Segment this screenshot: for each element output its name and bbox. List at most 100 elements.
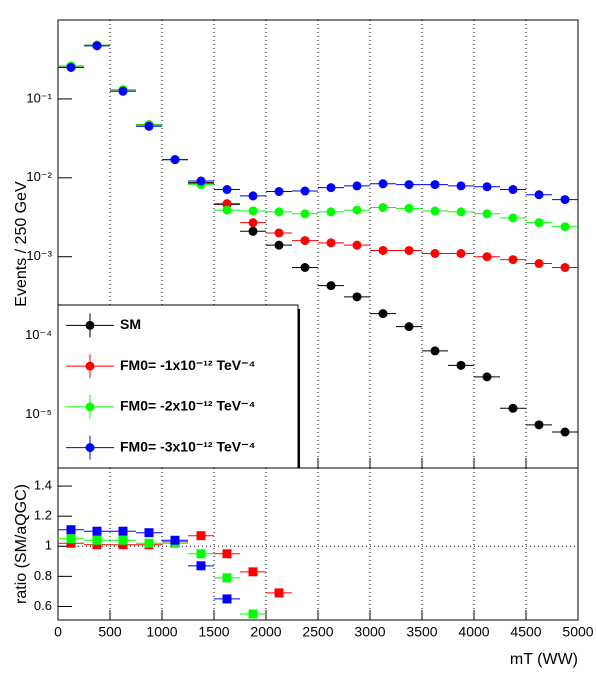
legend-marker [85,320,95,330]
data-point [248,191,258,201]
data-point [222,573,232,583]
data-point [352,240,362,250]
data-point [508,213,518,223]
data-point [404,322,414,332]
data-point [430,206,440,216]
data-point [352,292,362,302]
data-point [456,248,466,258]
data-point [196,531,206,541]
data-point [326,207,336,217]
data-point [378,179,388,189]
data-point [92,526,102,536]
data-point [66,534,76,544]
y-tick-label: 0.8 [34,568,52,583]
x-tick-label: 1500 [198,624,229,640]
data-point [118,86,128,96]
data-point [118,535,128,545]
data-point [196,549,206,559]
data-point [92,535,102,545]
x-tick-label: 4500 [510,624,541,640]
data-point [300,186,310,196]
data-point [274,228,284,238]
data-point [456,207,466,217]
legend-label: FM0= -3x10⁻¹² TeV⁻⁴ [120,438,256,454]
x-tick-label: 3000 [354,624,385,640]
data-point [144,121,154,131]
data-point [300,209,310,219]
data-point [274,207,284,217]
y-tick-label: 1 [45,538,52,553]
x-tick-label: 2500 [302,624,333,640]
data-point [248,609,258,619]
x-tick-label: 1000 [146,624,177,640]
data-point [326,238,336,248]
legend-label: SM [120,316,141,332]
data-point [404,245,414,255]
data-point [170,535,180,545]
data-point [534,190,544,200]
data-point [352,205,362,215]
data-point [560,222,570,232]
data-point [118,540,128,550]
x-tick-label: 3500 [406,624,437,640]
data-point [274,588,284,598]
data-point [300,236,310,246]
data-point [196,561,206,571]
data-point [92,540,102,550]
data-point [144,538,154,548]
data-point [274,240,284,250]
data-point [222,205,232,215]
data-point [222,549,232,559]
x-tick-label: 5000 [562,624,593,640]
y-tick-label: 10⁻² [26,169,52,184]
data-point [534,259,544,269]
legend-marker [85,402,95,412]
y-axis-title: ratio (SM/aQGC) [13,484,30,604]
data-point [274,187,284,197]
data-point [300,262,310,272]
data-point [560,262,570,272]
data-point [456,360,466,370]
data-point [482,182,492,192]
data-point [66,63,76,73]
data-point [508,255,518,265]
data-point [482,372,492,382]
data-point [92,41,102,51]
data-point [326,281,336,291]
y-tick-label: 10⁻⁵ [25,406,52,421]
data-point [248,567,258,577]
legend-box [57,304,299,469]
legend-marker [85,443,95,453]
data-point [196,176,206,186]
data-point [378,309,388,319]
data-point [404,203,414,213]
y-tick-label: 10⁻¹ [26,90,52,105]
y-tick-label: 10⁻³ [26,248,52,263]
data-point [508,185,518,195]
data-point [482,252,492,262]
y-axis-title: Events / 250 GeV [13,181,30,307]
data-point [430,180,440,190]
x-tick-label: 500 [98,624,122,640]
data-point [222,594,232,604]
data-point [248,226,258,236]
data-point [560,195,570,205]
y-tick-label: 10⁻⁴ [25,327,52,342]
data-point [66,525,76,535]
data-point [482,209,492,219]
data-point [248,218,258,228]
data-point [222,185,232,195]
data-point [326,183,336,193]
y-tick-label: 1.2 [34,508,52,523]
data-point [560,427,570,437]
x-axis-title: mT (WW) [510,651,578,668]
data-point [534,218,544,228]
legend-label: FM0= -1x10⁻¹² TeV⁻⁴ [120,357,256,373]
data-point [534,420,544,430]
y-tick-label: 1.4 [34,477,52,492]
data-point [118,526,128,536]
data-point [248,206,258,216]
data-point [222,199,232,209]
